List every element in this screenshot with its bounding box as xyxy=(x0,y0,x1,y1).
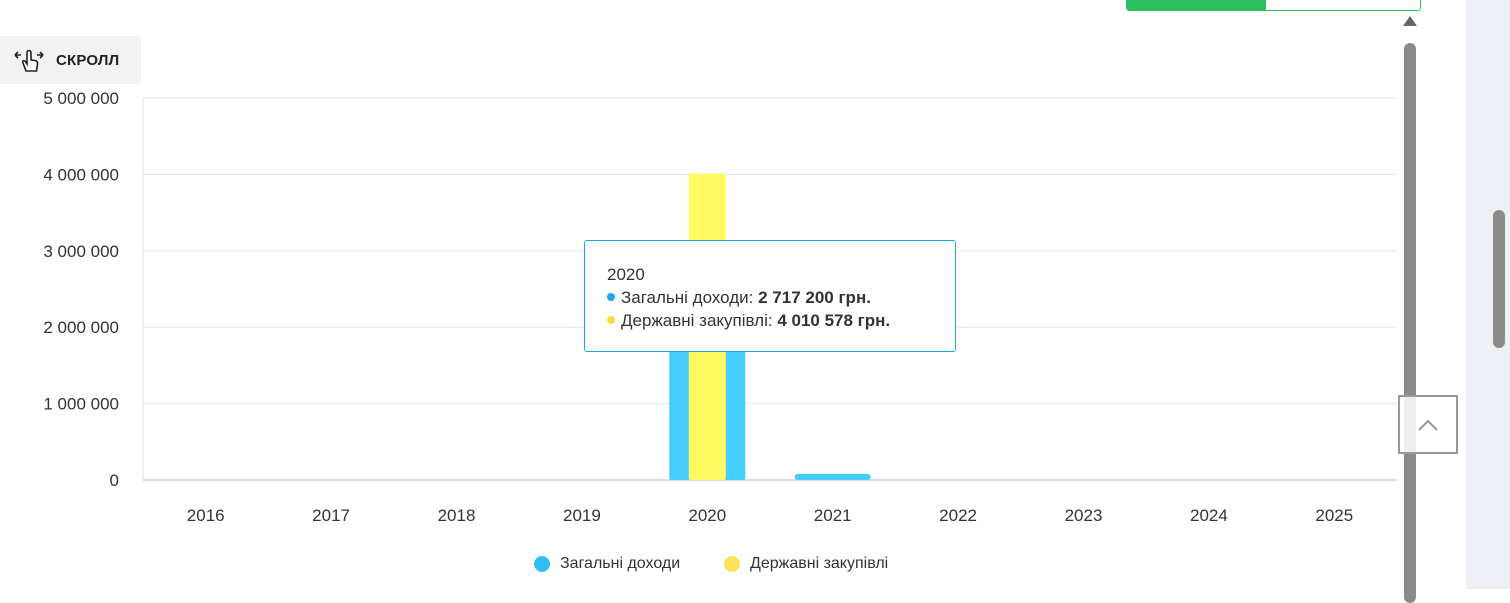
x-tick-label: 2021 xyxy=(814,506,852,525)
legend-item-procurement[interactable]: Державні закупівлі xyxy=(724,555,888,573)
x-tick-label: 2020 xyxy=(688,506,726,525)
tooltip-income-dot xyxy=(607,293,615,301)
chart-scrollbar[interactable] xyxy=(1403,16,1417,603)
scroll-button[interactable]: СКРОЛЛ xyxy=(0,36,141,84)
tooltip-procurement-name: Державні закупівлі xyxy=(621,311,768,330)
tooltip-procurement-value: 4 010 578 грн. xyxy=(777,311,891,330)
view-toggle[interactable] xyxy=(1126,0,1421,11)
chevron-up-icon xyxy=(1418,419,1438,431)
x-tick-label: 2023 xyxy=(1065,506,1103,525)
x-tick-label: 2017 xyxy=(312,506,350,525)
tooltip-income-value: 2 717 200 грн. xyxy=(758,288,871,307)
y-tick-label: 5 000 000 xyxy=(43,89,119,108)
x-tick-label: 2025 xyxy=(1315,506,1353,525)
page-scrollbar-thumb[interactable] xyxy=(1493,210,1505,348)
legend-swatch-procurement xyxy=(724,556,740,572)
scroll-up-arrow-icon[interactable] xyxy=(1403,16,1417,26)
x-tick-label: 2019 xyxy=(563,506,601,525)
x-tick-label: 2024 xyxy=(1190,506,1228,525)
chart-scrollbar-thumb[interactable] xyxy=(1404,43,1416,603)
legend-label-procurement: Державні закупівлі xyxy=(750,555,889,572)
y-tick-label: 1 000 000 xyxy=(43,395,119,414)
hand-drag-icon xyxy=(13,47,45,75)
legend-label-income: Загальні доходи xyxy=(560,555,681,572)
y-tick-label: 0 xyxy=(110,471,119,490)
tooltip-row-procurement: Державні закупівлі: 4 010 578 грн. xyxy=(607,311,890,331)
y-tick-label: 2 000 000 xyxy=(43,318,119,337)
tooltip-title: 2020 xyxy=(607,265,645,284)
x-tick-label: 2018 xyxy=(438,506,476,525)
y-tick-label: 4 000 000 xyxy=(43,165,119,184)
x-tick-label: 2016 xyxy=(187,506,225,525)
x-tick-label: 2022 xyxy=(939,506,977,525)
tooltip-procurement-dot xyxy=(607,316,615,324)
y-tick-label: 3 000 000 xyxy=(43,242,119,261)
tooltip-income-name: Загальні доходи xyxy=(621,288,749,307)
scroll-button-label: СКРОЛЛ xyxy=(56,52,120,69)
back-to-top-button[interactable] xyxy=(1398,395,1458,454)
legend-swatch-income xyxy=(534,556,550,572)
tooltip-row-income: Загальні доходи: 2 717 200 грн. xyxy=(607,288,871,308)
chart-tooltip: 2020 Загальні доходи: 2 717 200 грн. Дер… xyxy=(584,240,956,352)
bar-income xyxy=(794,473,871,480)
legend-item-income[interactable]: Загальні доходи xyxy=(534,555,680,573)
view-toggle-active[interactable] xyxy=(1127,0,1266,10)
